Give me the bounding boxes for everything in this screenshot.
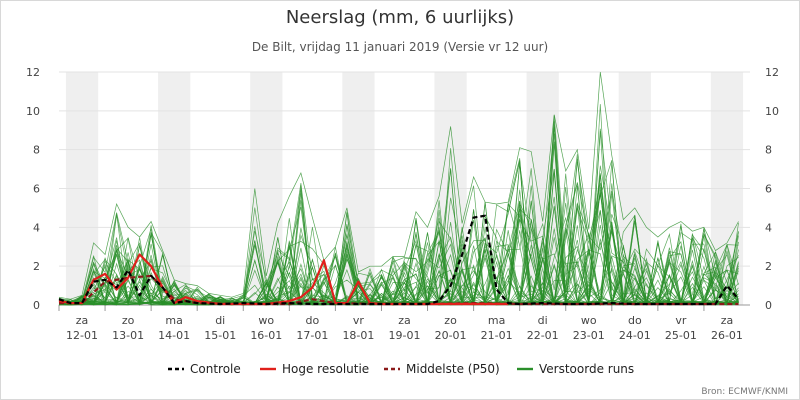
x-tick-label-dow: di: [215, 314, 225, 327]
x-tick-label-date: 22-01: [527, 329, 559, 342]
y-tick-label-right: 8: [765, 144, 772, 157]
series-line-controle: [58, 214, 740, 306]
ensemble-member-line: [58, 173, 739, 306]
y-tick-label-left: 4: [33, 221, 40, 234]
chart-subtitle: De Bilt, vrijdag 11 januari 2019 (Versie…: [252, 40, 548, 54]
ensemble-envelope-line: [58, 71, 739, 300]
y-tick-label-left: 10: [26, 105, 40, 118]
x-tick-label-date: 23-01: [573, 329, 605, 342]
x-tick-label-dow: zo: [122, 314, 135, 327]
chart-title: Neerslag (mm, 6 uurlijks): [286, 7, 514, 28]
x-tick-label-date: 21-01: [481, 329, 513, 342]
x-tick-label-date: 18-01: [342, 329, 374, 342]
x-tick-label-date: 15-01: [204, 329, 236, 342]
x-tick-label-dow: wo: [581, 314, 597, 327]
y-tick-label-right: 4: [765, 221, 772, 234]
ensemble-member-line: [58, 196, 739, 306]
y-tick-label-left: 6: [33, 183, 40, 196]
x-axis: za 12-01 zo 13-01 ma 14-01 di 15-01 wo 16-01 do 17-…: [58, 304, 750, 342]
ensemble-member-line: [58, 161, 739, 306]
y-axis-left: 0 2 4 6 8 10 12: [26, 66, 40, 312]
x-tick-label-date: 19-01: [389, 329, 421, 342]
y-tick-label-right: 10: [765, 105, 779, 118]
x-tick-label-date: 26-01: [711, 329, 743, 342]
x-tick-label-dow: wo: [258, 314, 274, 327]
legend: Controle Hoge resolutie Middelste (P50) Ver…: [168, 362, 634, 376]
y-tick-label-right: 6: [765, 183, 772, 196]
x-tick-label-date: 13-01: [112, 329, 144, 342]
legend-label: Verstoorde runs: [539, 362, 634, 376]
x-tick-label-dow: vr: [675, 314, 687, 327]
legend-label: Hoge resolutie: [282, 362, 369, 376]
legend-label: Middelste (P50): [406, 362, 500, 376]
x-tick-label-dow: do: [306, 314, 320, 327]
y-tick-label-left: 2: [33, 260, 40, 273]
x-tick-label-date: 17-01: [296, 329, 328, 342]
y-tick-label-left: 12: [26, 66, 40, 79]
x-tick-label-date: 14-01: [158, 329, 190, 342]
x-tick-label-dow: ma: [165, 314, 182, 327]
y-tick-label-right: 2: [765, 260, 772, 273]
legend-label: Controle: [190, 362, 241, 376]
x-tick-label-dow: do: [628, 314, 642, 327]
x-tick-label-dow: ma: [488, 314, 505, 327]
x-tick-label-date: 12-01: [66, 329, 98, 342]
x-tick-label-date: 20-01: [435, 329, 467, 342]
x-tick-label-date: 16-01: [250, 329, 282, 342]
x-tick-label-dow: vr: [353, 314, 365, 327]
y-axis-right: 0 2 4 6 8 10 12: [765, 66, 779, 312]
main-lines: [58, 214, 740, 306]
x-tick-label-date: 24-01: [619, 329, 651, 342]
x-tick-label-dow: za: [76, 314, 89, 327]
ensemble-member-line: [58, 193, 739, 306]
x-tick-label-dow: di: [538, 314, 548, 327]
y-tick-label-right: 0: [765, 299, 772, 312]
y-tick-label-left: 8: [33, 144, 40, 157]
x-tick-label-dow: za: [721, 314, 734, 327]
y-tick-label-right: 12: [765, 66, 779, 79]
x-tick-label-dow: za: [398, 314, 411, 327]
source-credit: Bron: ECMWF/KNMI: [701, 387, 788, 397]
y-tick-label-left: 0: [33, 299, 40, 312]
x-tick-label-date: 25-01: [665, 329, 697, 342]
x-tick-label-dow: zo: [444, 314, 457, 327]
